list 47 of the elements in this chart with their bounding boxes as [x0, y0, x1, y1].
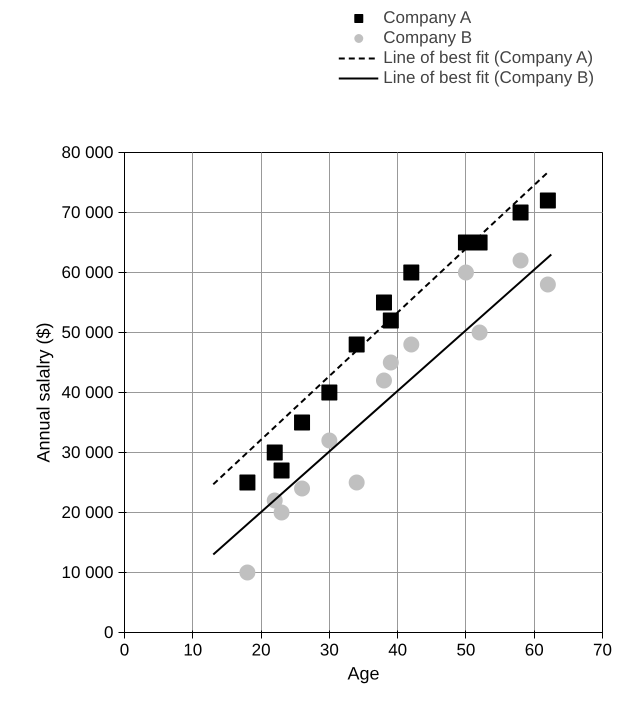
- y-tick-label: 40 000: [62, 383, 114, 402]
- point: [376, 372, 392, 388]
- x-tick-label: 30: [320, 640, 339, 660]
- x-tick-label: 70: [593, 640, 612, 660]
- point: [376, 294, 392, 310]
- y-tick-label: 70 000: [62, 203, 114, 222]
- x-tick-label: 0: [120, 640, 130, 660]
- x-tick-label: 10: [183, 640, 202, 660]
- point: [512, 252, 529, 268]
- x-tick-label: 50: [456, 640, 476, 660]
- x-tick-label: 60: [524, 640, 544, 660]
- point: [382, 354, 399, 370]
- point: [274, 462, 290, 478]
- point: [540, 192, 556, 208]
- point: [540, 276, 556, 292]
- point: [266, 444, 283, 460]
- legend-label: Company A: [383, 8, 472, 28]
- legend-label: Line of best fit (Company B): [383, 68, 594, 88]
- point: [239, 564, 256, 580]
- y-tick-label: 20 000: [62, 503, 114, 522]
- y-tick-label: 60 000: [62, 263, 114, 282]
- y-tick-label: 50 000: [62, 323, 114, 342]
- point: [294, 414, 310, 430]
- point: [321, 432, 338, 448]
- point: [382, 312, 399, 328]
- point: [348, 474, 365, 490]
- x-tick-label: 40: [388, 640, 408, 660]
- y-tick-label: 10 000: [62, 563, 114, 582]
- point: [274, 504, 290, 520]
- point: [458, 264, 474, 280]
- point: [472, 324, 488, 340]
- point: [294, 480, 310, 496]
- y-axis-title: Annual salalry ($): [34, 322, 54, 463]
- y-tick-label: 0: [104, 623, 114, 642]
- x-axis-title: Age: [347, 664, 380, 684]
- point: [472, 234, 488, 250]
- legend-label: Company B: [383, 28, 472, 48]
- y-tick-label: 80 000: [62, 143, 114, 162]
- point: [321, 384, 338, 400]
- x-tick-label: 20: [252, 640, 271, 660]
- point: [403, 264, 420, 280]
- point: [403, 336, 420, 352]
- point: [512, 204, 529, 220]
- point: [239, 474, 256, 490]
- legend-label: Line of best fit (Company A): [383, 48, 594, 68]
- y-tick-label: 30 000: [62, 443, 114, 462]
- point: [348, 336, 365, 352]
